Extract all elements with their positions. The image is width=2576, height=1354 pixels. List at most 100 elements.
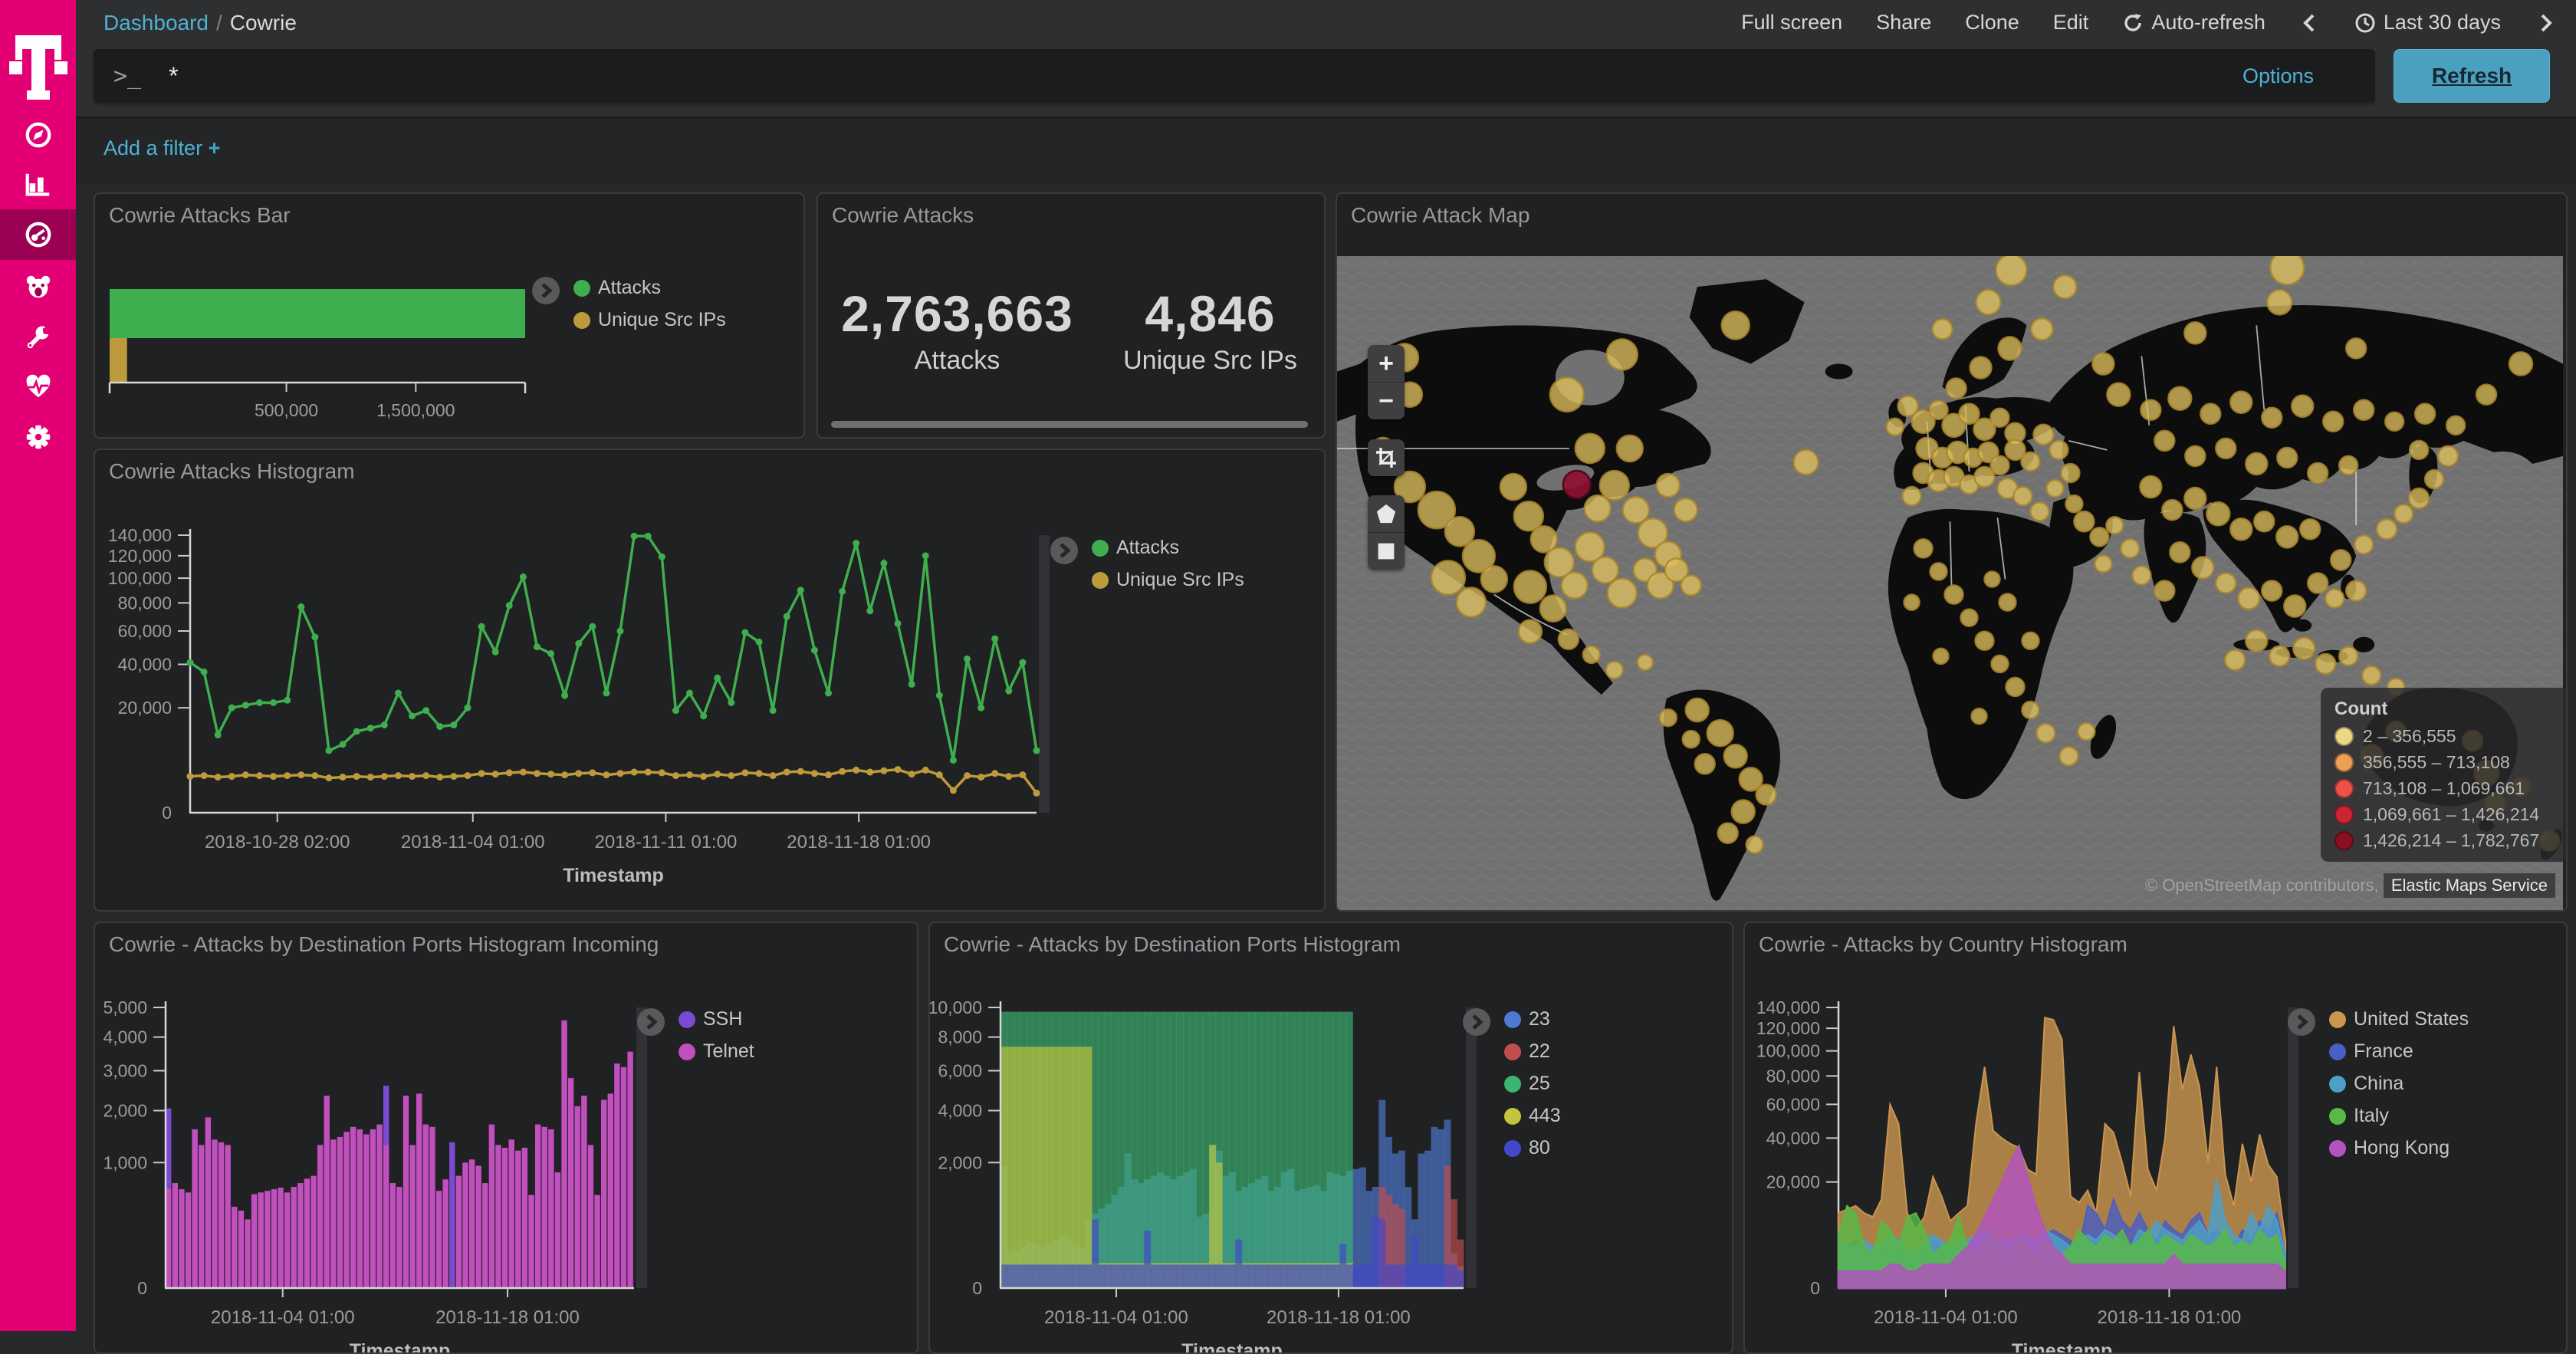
breadcrumb: Dashboard / Cowrie — [104, 11, 297, 35]
add-filter-link[interactable]: Add a filter + — [104, 136, 221, 159]
sidebar-item-monitoring-app[interactable] — [0, 262, 76, 313]
legend-toggle-chevron-icon[interactable] — [637, 1008, 665, 1036]
query-options-link[interactable]: Options — [2242, 64, 2314, 87]
legend-color-dot — [678, 1011, 695, 1028]
svg-text:8,000: 8,000 — [938, 1027, 982, 1047]
legend-label: Telnet — [703, 1040, 754, 1062]
legend-color-dot — [1504, 1043, 1521, 1060]
legend-item[interactable]: Hong Kong — [2329, 1137, 2469, 1159]
sidebar-item-monitoring[interactable] — [0, 362, 76, 412]
legend-item[interactable]: Italy — [2329, 1105, 2469, 1127]
top-nav-bar: Dashboard / Cowrie Full screen Share Clone… — [76, 0, 2576, 46]
attribution-text[interactable]: © OpenStreetMap contributors, — [2145, 876, 2379, 895]
legend-item[interactable]: China — [2329, 1073, 2469, 1095]
legend-item[interactable]: SSH — [678, 1008, 754, 1030]
chart-legend: 23 22 25 443 80 — [1463, 1008, 1561, 1159]
svg-text:20,000: 20,000 — [1766, 1172, 1820, 1192]
svg-text:4,000: 4,000 — [938, 1101, 982, 1121]
sidebar-item-dashboard[interactable] — [0, 209, 76, 260]
horizontal-scrollbar[interactable] — [831, 421, 1308, 428]
legend-item[interactable]: 443 — [1504, 1105, 1561, 1127]
svg-text:120,000: 120,000 — [1756, 1018, 1820, 1038]
square-icon — [1378, 543, 1395, 560]
map-legend-item: 713,108 – 1,069,661 — [2334, 778, 2566, 799]
svg-text:100,000: 100,000 — [108, 568, 172, 588]
legend-item[interactable]: Attacks — [573, 277, 726, 299]
svg-text:2018-11-04 01:00: 2018-11-04 01:00 — [1874, 1307, 2018, 1328]
map-legend-color-dot — [2334, 753, 2354, 772]
legend-item[interactable]: 25 — [1504, 1073, 1561, 1095]
map-legend-item: 356,555 – 713,108 — [2334, 752, 2566, 773]
svg-text:2018-11-18 01:00: 2018-11-18 01:00 — [435, 1307, 580, 1328]
legend-item[interactable]: 22 — [1504, 1040, 1561, 1063]
legend-item[interactable]: 23 — [1504, 1008, 1561, 1030]
time-forward-button[interactable] — [2535, 12, 2556, 34]
auto-refresh-button[interactable]: Auto-refresh — [2122, 11, 2266, 35]
legend-color-dot — [1504, 1011, 1521, 1028]
bar-chart-icon — [25, 173, 49, 196]
chart-canvas: 2,000 4,000 6,000 8,000 10,000 0 2018-11-04 01… — [930, 923, 1732, 1352]
legend-color-dot — [2329, 1139, 2346, 1157]
query-value: * — [169, 61, 179, 90]
sidebar-item-discover[interactable] — [0, 110, 76, 160]
map-legend-item: 1,426,214 – 1,782,767 — [2334, 830, 2566, 851]
breadcrumb-separator: / — [215, 11, 222, 35]
map-legend-label: 1,426,214 – 1,782,767 — [2363, 830, 2540, 850]
legend-toggle-chevron-icon[interactable] — [1050, 537, 1078, 564]
legend-label: Italy — [2354, 1105, 2389, 1126]
attribution-service[interactable]: Elastic Maps Service — [2383, 873, 2555, 898]
refresh-button[interactable]: Refresh — [2394, 49, 2550, 103]
sidebar-item-visualize[interactable] — [0, 159, 76, 210]
map-legend-color-dot — [2334, 727, 2354, 746]
query-input[interactable]: >_ * Options Refresh — [94, 49, 2550, 103]
zoom-out-button[interactable]: − — [1368, 382, 1405, 419]
panel-country-histogram: Cowrie - Attacks by Country Histogram 20… — [1743, 922, 2568, 1354]
panel-ports-incoming-histogram: Cowrie - Attacks by Destination Ports Hi… — [94, 922, 918, 1354]
legend-label: Unique Src IPs — [1116, 569, 1244, 590]
panel-title: Cowrie Attacks Bar — [109, 203, 291, 227]
legend-item[interactable]: Telnet — [678, 1040, 754, 1063]
legend-item[interactable]: France — [2329, 1040, 2469, 1063]
legend-label: China — [2354, 1073, 2404, 1094]
legend-label: 443 — [1529, 1105, 1561, 1126]
svg-text:2018-11-11 01:00: 2018-11-11 01:00 — [594, 832, 737, 853]
time-back-button[interactable] — [2299, 12, 2321, 34]
legend-item[interactable]: Unique Src IPs — [573, 309, 726, 331]
fit-bounds-button[interactable] — [1368, 439, 1405, 476]
legend-item[interactable]: United States — [2329, 1008, 2469, 1030]
chart-legend: SSH Telnet — [637, 1008, 754, 1063]
draw-rectangle-button[interactable] — [1368, 532, 1405, 570]
legend-label: 23 — [1529, 1008, 1550, 1030]
sidebar-item-management[interactable] — [0, 412, 76, 462]
svg-text:2,000: 2,000 — [103, 1101, 147, 1121]
draw-polygon-button[interactable] — [1368, 495, 1405, 532]
legend-toggle-chevron-icon[interactable] — [1463, 1008, 1490, 1036]
breadcrumb-dashboard-link[interactable]: Dashboard — [104, 11, 209, 35]
legend-toggle-chevron-icon[interactable] — [532, 277, 560, 304]
legend-label: France — [2354, 1040, 2413, 1062]
svg-text:2018-11-04 01:00: 2018-11-04 01:00 — [211, 1307, 355, 1328]
zoom-in-button[interactable]: + — [1378, 348, 1394, 378]
map-draw-controls — [1368, 495, 1405, 570]
panel-cowrie-attacks-metric: Cowrie Attacks 2,763,663 Attacks 4,846 U… — [816, 192, 1326, 439]
legend-item[interactable]: Unique Src IPs — [1092, 569, 1244, 591]
full-screen-button[interactable]: Full screen — [1741, 11, 1843, 34]
t-mobile-logo-icon[interactable] — [0, 12, 76, 104]
svg-text:0: 0 — [972, 1278, 982, 1298]
attack-bubbles — [1371, 249, 2561, 854]
legend-item[interactable]: 80 — [1504, 1137, 1561, 1159]
legend-item[interactable]: Attacks — [1092, 537, 1244, 559]
legend-color-dot — [1504, 1139, 1521, 1157]
edit-button[interactable]: Edit — [2052, 11, 2089, 34]
share-button[interactable]: Share — [1876, 11, 1932, 34]
svg-text:Timestamp: Timestamp — [350, 1340, 451, 1352]
legend-toggle-chevron-icon[interactable] — [2288, 1008, 2315, 1036]
map-legend-label: 713,108 – 1,069,661 — [2363, 778, 2525, 798]
clone-button[interactable]: Clone — [1965, 11, 2019, 34]
legend-color-dot — [2329, 1043, 2346, 1060]
svg-text:2018-11-18 01:00: 2018-11-18 01:00 — [1267, 1307, 1411, 1328]
map-legend-color-dot — [2334, 779, 2354, 798]
time-range-button[interactable]: Last 30 days — [2354, 11, 2501, 35]
map-count-legend: Count 2 – 356,555 356,555 – 713,108 713,10… — [2321, 688, 2566, 862]
sidebar-item-dev-tools[interactable] — [0, 312, 76, 363]
